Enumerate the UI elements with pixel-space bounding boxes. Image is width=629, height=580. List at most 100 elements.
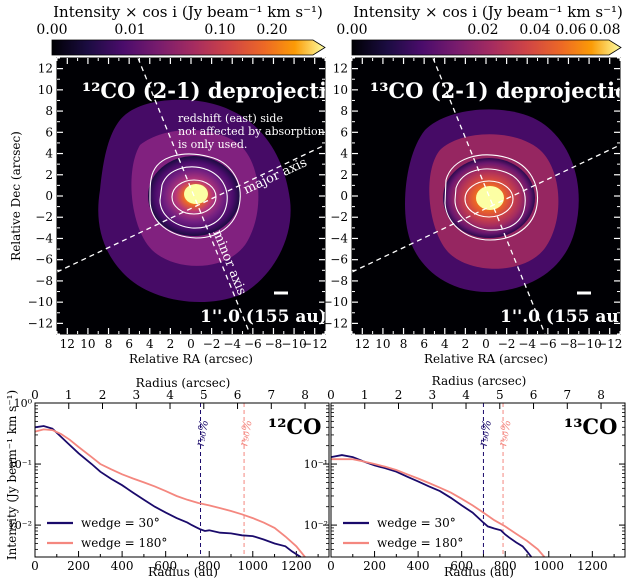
profile-12co-xtick-label: 600 <box>154 559 177 573</box>
image-12co-xtick-label: 8 <box>105 337 113 351</box>
image-13co-xtick-label: −10 <box>576 337 601 351</box>
image-13co-ticks <box>351 57 621 335</box>
profile-13co-frame <box>330 402 626 558</box>
profile-13co-xtick-label: 0 <box>327 559 335 573</box>
image-13co-ytick-label: 4 <box>340 147 348 161</box>
profile-13co-xlabel: Radius (au) <box>444 565 514 579</box>
image-12co-xtick-label: −10 <box>281 337 306 351</box>
profile-13co-marks: 0 200 400 600 800 1000 1200 0 1 2 3 4 5 6 7 8 10⁻¹ 10⁻² r₉… <box>304 388 625 573</box>
profile-12co-top-xtick-label: 5 <box>200 388 208 402</box>
image-13co-xtick-label: −6 <box>539 337 557 351</box>
profile-12co-panel-label: ¹²CO <box>268 414 321 439</box>
profile-13co-top-xtick-label: 4 <box>462 388 470 402</box>
colorbar-12co: Intensity × cos i (Jy beam⁻¹ km s⁻¹) 0.0… <box>36 3 326 56</box>
image-13co-xtick-label: 6 <box>420 337 428 351</box>
image-13co-xtick-label: −8 <box>560 337 578 351</box>
image-12co-xtick-label: −2 <box>203 337 221 351</box>
image-13co: ¹³CO (2-1) deprojection 1''.0 (155 au) 1… <box>323 57 629 366</box>
colorbar-13co-tick-3: 0.06 <box>555 22 586 38</box>
image-12co-xtick-label: −4 <box>223 337 241 351</box>
profile-12co-xtick-label: 400 <box>111 559 134 573</box>
profile-13co-top-xtick-label: 2 <box>395 388 403 402</box>
colorbar-12co-tick-2: 0.10 <box>204 22 235 38</box>
image-12co-emission-peak <box>184 184 208 204</box>
colorbar-13co-tick-1: 0.02 <box>467 22 498 38</box>
image-12co-annotation-line-2: not affected by absorption <box>178 125 325 138</box>
image-12co-xtick-label: 10 <box>80 337 95 351</box>
image-12co-contour-mid <box>159 166 228 229</box>
image-13co-xtick-label: 10 <box>375 337 390 351</box>
profile-12co-xtick-label: 1000 <box>238 559 269 573</box>
profile-13co-top-xtick-label: 7 <box>563 388 571 402</box>
image-13co-xtick-label: −12 <box>597 337 622 351</box>
profile-12co-top-xtick-label: 1 <box>65 388 73 402</box>
image-13co-ytick-label: −6 <box>330 253 348 267</box>
profile-plot-13co: Radius (arcsec) Radius (au) ¹³CO 0 200 400… <box>304 374 626 579</box>
profile-12co-marks: 0 200 400 600 800 1000 1200 0 1 2 3 4 5 6 7 8 10⁰ 10⁻¹ 10⁻… <box>8 388 329 573</box>
image-13co-title: ¹³CO (2-1) deprojection <box>370 78 629 103</box>
colorbar-13co-tick-0: 0.00 <box>336 22 367 38</box>
profile-12co-ylabel: Intensity (Jy beam⁻¹ km s⁻¹) <box>5 390 19 560</box>
profile-12co-legend-label: wedge = 30° <box>81 516 160 530</box>
image-12co-ytick-label: 2 <box>45 168 53 182</box>
image-13co-ytick-label: −4 <box>330 231 348 245</box>
profile-13co-ytick-label: 10⁻² <box>304 519 328 532</box>
profile-12co-xtick-label: 0 <box>31 559 39 573</box>
image-12co-ytick-label: −4 <box>35 231 53 245</box>
profile-12co-xtick-label: 1200 <box>281 559 312 573</box>
profile-12co-xtick-label: 800 <box>198 559 221 573</box>
image-12co-tick-labels: 121210108866442200−2−2−4−4−6−6−8−8−10−10… <box>28 62 328 351</box>
image-13co-ytick-label: −8 <box>330 274 348 288</box>
image-12co-major-axis-line <box>57 144 325 273</box>
image-12co-xtick-label: −12 <box>302 337 327 351</box>
image-13co-ytick-label: 6 <box>340 125 348 139</box>
image-13co-major-axis-line <box>352 144 620 273</box>
image-13co-tick-labels: 121210108866442200−2−2−4−4−6−6−8−8−10−10… <box>323 62 623 351</box>
image-12co-ytick-label: −2 <box>35 210 53 224</box>
image-13co-ytick-label: 2 <box>340 168 348 182</box>
colorbar-12co-tick-0: 0.00 <box>36 22 67 38</box>
image-12co-ytick-label: −12 <box>28 316 53 330</box>
image-12co-minor-axis-line <box>137 58 251 334</box>
image-12co-xlabel: Relative RA (arcsec) <box>129 352 253 366</box>
profile-12co-ytick-label: 10⁰ <box>14 397 33 410</box>
profile-13co-xtick-label: 600 <box>450 559 473 573</box>
image-12co-title: ¹²CO (2-1) deprojection <box>82 78 356 103</box>
profile-13co-xtick-label: 200 <box>363 559 386 573</box>
image-12co-ticks <box>56 57 326 335</box>
image-13co-xlabel: Relative RA (arcsec) <box>424 352 548 366</box>
profile-12co-top-xlabel: Radius (arcsec) <box>136 376 231 390</box>
image-12co-ylabel: Relative Dec (arcsec) <box>9 131 23 261</box>
image-13co-contour-inner <box>464 180 514 218</box>
colorbar-13co-label: Intensity × cos i (Jy beam⁻¹ km s⁻¹) <box>353 3 623 21</box>
colorbar-13co-tick-2: 0.04 <box>519 22 550 38</box>
profile-12co-top-xtick-label: 8 <box>301 388 309 402</box>
image-13co-emission-peak <box>476 186 504 210</box>
profile-13co-panel-label: ¹³CO <box>564 414 617 439</box>
image-12co-ytick-label: 10 <box>38 83 53 97</box>
profile-12co-ytick-label: 10⁻¹ <box>8 458 32 471</box>
image-12co-ytick-label: −10 <box>28 295 53 309</box>
profile-12co-series-line <box>34 428 306 558</box>
profile-12co-frame <box>34 402 330 558</box>
image-13co-ytick-label: −10 <box>323 295 348 309</box>
image-12co-xtick-label: −8 <box>265 337 283 351</box>
image-12co-ytick-label: 0 <box>45 189 53 203</box>
image-12co-annotation-line-3: is only used. <box>178 138 247 151</box>
profile-13co-legend-label: wedge = 30° <box>377 516 456 530</box>
profile-12co-top-xtick-label: 3 <box>132 388 140 402</box>
image-13co-xtick-label: 12 <box>355 337 370 351</box>
profile-13co-top-xtick-label: 3 <box>428 388 436 402</box>
image-13co-contour-outer <box>444 154 539 241</box>
profile-13co-xtick-label: 800 <box>494 559 517 573</box>
colorbar-12co-bar <box>51 39 326 56</box>
profile-plot-12co: Radius (arcsec) Radius (au) Intensity (J… <box>5 376 330 579</box>
colorbar-12co-tick-1: 0.01 <box>114 22 145 38</box>
image-12co-xtick-label: 6 <box>125 337 133 351</box>
profile-12co-ytick-label: 10⁻² <box>8 519 32 532</box>
profile-13co-xtick-label: 400 <box>407 559 430 573</box>
colorbar-12co-tick-3: 0.20 <box>256 22 287 38</box>
image-12co-ytick-label: 8 <box>45 104 53 118</box>
